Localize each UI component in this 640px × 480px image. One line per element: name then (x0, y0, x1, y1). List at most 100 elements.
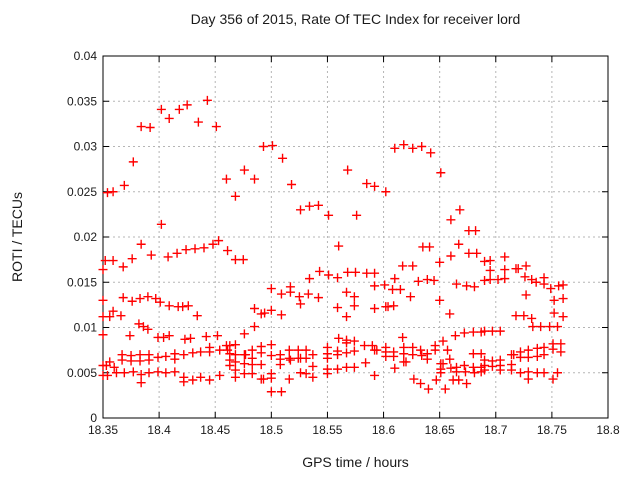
data-point-marker (266, 340, 276, 350)
data-point-marker (211, 122, 221, 132)
data-point-marker (423, 384, 433, 394)
data-point-marker (480, 275, 490, 285)
data-point-marker (523, 352, 533, 362)
data-point-marker (539, 279, 549, 289)
data-point-marker (161, 368, 171, 378)
data-point-marker (468, 349, 478, 359)
data-point-marker (202, 95, 212, 105)
data-point-marker (431, 375, 441, 385)
data-point-marker (285, 355, 295, 365)
data-point-marker (293, 345, 303, 355)
data-point-marker (230, 191, 240, 201)
data-point-marker (128, 367, 138, 377)
data-point-marker (284, 374, 294, 384)
data-point-marker (399, 349, 409, 359)
data-point-marker (143, 292, 153, 302)
data-point-marker (136, 122, 146, 132)
data-point-marker (225, 341, 235, 351)
data-point-marker (398, 332, 408, 342)
data-point-marker (343, 165, 353, 175)
data-point-marker (383, 302, 393, 312)
data-point-marker (388, 284, 398, 294)
data-point-marker (359, 341, 369, 351)
data-point-marker (275, 360, 285, 370)
data-point-marker (548, 374, 558, 384)
data-point-marker (161, 351, 171, 361)
data-point-marker (125, 331, 135, 341)
y-tick-label: 0.015 (67, 275, 97, 289)
data-point-marker (548, 344, 558, 354)
data-point-marker (159, 332, 169, 342)
data-point-marker (322, 353, 332, 363)
data-point-marker (186, 333, 196, 343)
data-point-marker (214, 236, 224, 246)
data-point-marker (190, 244, 200, 254)
data-point-marker (239, 165, 249, 175)
data-point-marker (438, 359, 448, 369)
data-point-marker (367, 341, 377, 351)
data-point-marker (333, 350, 343, 360)
data-point-marker (308, 361, 318, 371)
data-point-marker (256, 348, 266, 358)
data-point-marker (304, 274, 314, 284)
data-point-marker (180, 334, 190, 344)
data-point-marker (405, 292, 415, 302)
data-point-marker (192, 311, 202, 321)
data-point-marker (536, 322, 546, 332)
data-point-marker (370, 370, 380, 380)
data-point-marker (324, 270, 334, 280)
data-point-marker (425, 242, 435, 252)
x-tick-label: 18.65 (425, 423, 455, 437)
data-point-marker (436, 168, 446, 178)
data-point-marker (164, 301, 174, 311)
data-point-marker (539, 368, 549, 378)
data-point-marker (546, 284, 556, 294)
data-point-marker (230, 340, 240, 350)
data-point-marker (380, 280, 390, 290)
data-point-marker (215, 345, 225, 355)
y-tick-label: 0.005 (67, 366, 97, 380)
data-point-marker (181, 245, 191, 255)
data-point-marker (143, 324, 153, 334)
data-point-marker (401, 357, 411, 367)
data-point-marker (342, 362, 352, 372)
data-point-marker (413, 276, 423, 286)
data-point-marker (459, 328, 469, 338)
x-tick-label: 18.6 (372, 423, 396, 437)
data-point-marker (334, 333, 344, 343)
data-point-marker (230, 255, 240, 265)
data-point-marker (558, 280, 568, 290)
data-point-marker (436, 368, 446, 378)
data-point-marker (156, 219, 166, 229)
data-point-marker (399, 140, 409, 150)
data-point-marker (241, 350, 251, 360)
data-point-marker (333, 303, 343, 313)
y-tick-label: 0.03 (74, 140, 98, 154)
x-tick-label: 18.75 (537, 423, 567, 437)
data-point-marker (464, 248, 474, 258)
data-point-marker (108, 187, 118, 197)
data-point-marker (527, 313, 537, 323)
data-point-marker (532, 351, 542, 361)
data-point-marker (495, 365, 505, 375)
data-point-marker (247, 360, 257, 370)
data-point-marker (266, 387, 276, 397)
data-point-marker (349, 346, 359, 356)
data-point-marker (362, 179, 372, 189)
data-point-marker (144, 368, 154, 378)
data-point-marker (390, 274, 400, 284)
data-point-marker (381, 187, 391, 197)
data-point-marker (250, 322, 259, 332)
data-point-marker (250, 174, 259, 184)
data-point-marker (285, 287, 295, 297)
data-point-marker (108, 256, 118, 266)
data-point-marker (156, 104, 166, 114)
data-point-marker (462, 281, 472, 291)
data-point-marker (109, 362, 119, 372)
data-point-marker (422, 354, 432, 364)
data-point-marker (247, 345, 257, 355)
data-point-marker (266, 305, 276, 315)
data-point-marker (553, 368, 562, 378)
